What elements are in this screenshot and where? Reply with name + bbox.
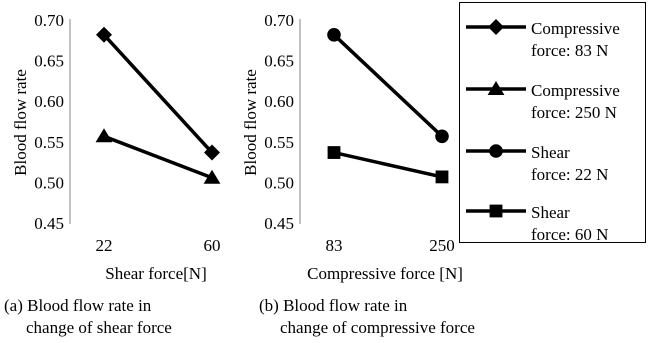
panel-a-x-tick-label-1: 60 — [204, 236, 221, 255]
panel-a-point-0-1 — [204, 144, 220, 161]
panel-b-x-axis-label: Compressive force [N] — [307, 264, 463, 283]
panel-a-x-axis-label: Shear force[N] — [105, 264, 206, 283]
panel-a-point-1-0 — [95, 128, 113, 143]
legend-marker-0 — [488, 19, 504, 35]
legend-marker-3 — [489, 204, 503, 218]
legend-label-2-line2: force: 22 N — [531, 165, 608, 184]
panel-a-y-axis-label: Blood flow rate — [11, 69, 30, 176]
panel-a-series-line-0 — [102, 33, 214, 154]
panel-a-y-tick-label-4: 0.65 — [34, 52, 64, 71]
panel-a-series-line-1 — [103, 134, 213, 180]
panel-a-y-tick-label-0: 0.45 — [34, 214, 64, 233]
panel-b-y-tick-label-0: 0.45 — [264, 214, 294, 233]
panel-b-y-tick-label-1: 0.50 — [264, 173, 294, 192]
panel-b-point-0-1 — [435, 129, 449, 144]
panel-a-point-0-0 — [96, 26, 112, 43]
panel-b-series-line-1 — [333, 150, 443, 179]
panel-b-y-axis-label: Blood flow rate — [241, 69, 260, 176]
caption-b-line-1: (b) Blood flow rate in — [259, 296, 408, 315]
panel-b-point-0-0 — [327, 28, 341, 42]
panel-b-y-tick-label-5: 0.70 — [264, 11, 294, 30]
legend-label-2-line1: Shear — [531, 143, 570, 162]
panel-b-point-1-0 — [327, 146, 341, 159]
panel-b-x-tick-label-0: 83 — [326, 236, 343, 255]
legend-label-3-line1: Shear — [531, 203, 570, 222]
legend-label-0-line2: force: 83 N — [531, 41, 608, 60]
legend-label-0-line1: Compressive — [531, 19, 620, 38]
legend-label-1-line2: force: 250 N — [531, 103, 617, 122]
panel-a-point-1-1 — [203, 169, 221, 184]
panel-b-y-tick-label-2: 0.55 — [264, 133, 294, 152]
panel-b-series-line-0 — [332, 33, 444, 138]
legend-marker-2 — [489, 144, 503, 158]
legend-label-3-line2: force: 60 N — [531, 225, 608, 244]
caption-a-line-1: (a) Blood flow rate in — [4, 296, 152, 315]
panel-b-point-1-1 — [435, 170, 449, 184]
caption-a-line-2: change of shear force — [26, 318, 172, 337]
panel-a-x-tick-label-0: 22 — [96, 236, 113, 255]
panel-b-y-tick-label-4: 0.65 — [264, 52, 294, 71]
caption-b-line-2: change of compressive force — [280, 318, 475, 337]
panel-a-y-tick-label-2: 0.55 — [34, 133, 64, 152]
legend-label-1-line1: Compressive — [531, 81, 620, 100]
panel-b-x-tick-label-1: 250 — [429, 236, 455, 255]
panel-b-y-tick-label-3: 0.60 — [264, 92, 294, 111]
legend-box — [459, 2, 646, 243]
panel-a-y-tick-label-5: 0.70 — [34, 11, 64, 30]
legend-marker-1 — [487, 81, 505, 95]
panel-a-y-tick-label-3: 0.60 — [34, 92, 64, 111]
panel-a-y-tick-label-1: 0.50 — [34, 173, 64, 192]
